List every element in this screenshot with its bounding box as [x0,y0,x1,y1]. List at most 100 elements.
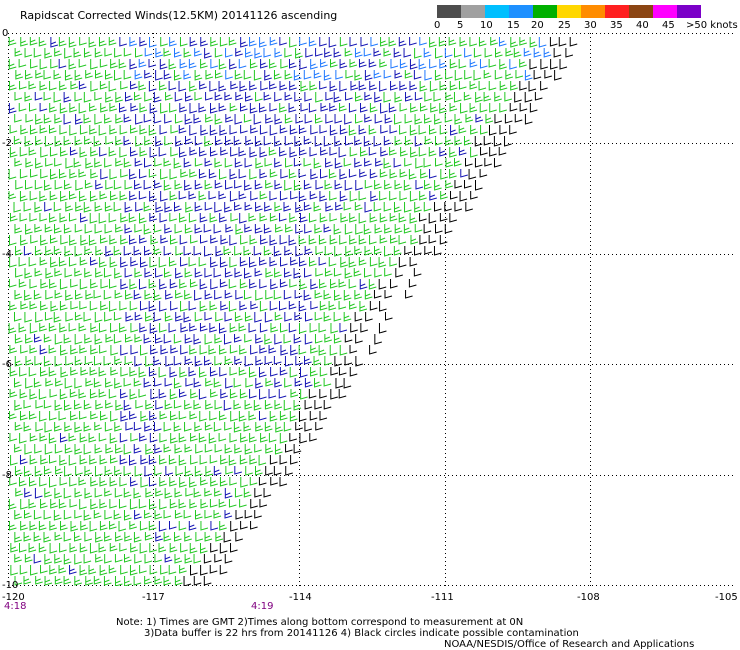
wind-barb [339,323,348,333]
wind-barb [298,301,307,312]
wind-barb [415,158,423,169]
wind-barb [29,301,38,310]
wind-barb [269,257,278,267]
wind-barb [139,521,148,531]
wind-barb [139,565,147,574]
wind-barb [269,169,278,178]
wind-barb [194,356,203,367]
wind-barb [553,48,562,58]
wind-barb [90,279,98,289]
wind-barb [445,92,454,101]
wind-barb [24,290,32,301]
wind-barb [269,37,278,46]
wind-barb [208,345,217,355]
wind-barb [399,191,408,201]
wind-barb [74,356,83,366]
wind-barb [48,367,57,377]
wind-barb [74,488,83,498]
wind-barb [239,499,247,508]
wind-barb [23,246,32,256]
wind-barb [145,488,154,498]
wind-barb [169,477,177,487]
wind-barb [323,136,332,147]
lon-label-neg105: -105 [715,592,738,603]
wind-barb [349,147,358,157]
wind-barb [108,37,117,46]
wind-barb [19,169,28,179]
wind-barb [289,37,297,48]
wind-barb [104,114,112,124]
wind-barb [289,411,298,422]
wind-barb [39,257,48,266]
wind-barb [123,510,132,521]
wind-barb [434,180,442,191]
wind-barb [20,125,28,135]
wind-barb [23,400,32,409]
wind-barb [304,246,313,255]
wind-barb [185,202,193,213]
wind-barb [64,70,73,81]
wind-barb [28,147,37,156]
wind-barb [45,290,53,300]
wind-barb [178,433,187,443]
wind-barb [169,279,178,289]
wind-barb [210,543,218,553]
wind-barb [219,543,228,554]
wind-barb [249,103,258,114]
wind-barb [188,367,197,377]
wind-barb [279,147,287,157]
wind-barb [130,543,138,553]
wind-barb [240,477,248,488]
wind-barb [43,114,52,124]
wind-barb [153,224,162,233]
wind-barb [163,576,172,586]
wind-barb [144,290,153,300]
wind-barb [224,422,232,431]
wind-barb [199,301,208,312]
lon-label-neg108: -108 [577,592,600,603]
wind-barb [74,268,82,277]
wind-barb [199,213,208,223]
wind-barb [130,323,139,333]
wind-barb [259,125,268,135]
wind-barb [120,81,128,90]
wind-barb [194,466,203,477]
wind-barb [355,334,363,344]
lat-label-neg4: -4 [2,249,12,260]
wind-barb [90,147,98,157]
wind-barb [229,191,238,202]
wind-barb [310,59,318,70]
wind-barb [280,59,288,69]
wind-barb [49,191,58,201]
wind-barb [304,378,313,388]
wind-barb [249,433,257,443]
wind-barb [279,191,288,201]
wind-barb [293,268,302,279]
wind-barb [174,510,183,519]
wind-barb [68,433,77,442]
wind-barb [274,136,282,147]
wind-barb [470,125,478,135]
wind-barb [44,422,53,433]
wind-barb [74,378,83,389]
wind-barb [148,477,157,487]
wind-barb [105,246,113,257]
wind-barb [79,543,88,553]
wind-barb [310,279,318,290]
scale-labels: 0 5 10 15 20 25 30 35 40 45 >50 knots [430,20,740,32]
wind-barb [345,92,353,101]
wind-barb [193,488,202,498]
wind-barb [79,191,87,202]
wind-barb [304,268,312,278]
wind-barb [243,290,252,300]
wind-barb [78,59,87,68]
wind-barb [135,400,143,409]
wind-barb [228,301,237,312]
wind-barb [469,59,478,68]
wind-barb [204,334,213,345]
wind-barb [478,81,487,91]
wind-barb [30,169,38,178]
wind-barb [129,37,138,47]
wind-barb [429,59,437,69]
wind-barb [389,257,398,267]
